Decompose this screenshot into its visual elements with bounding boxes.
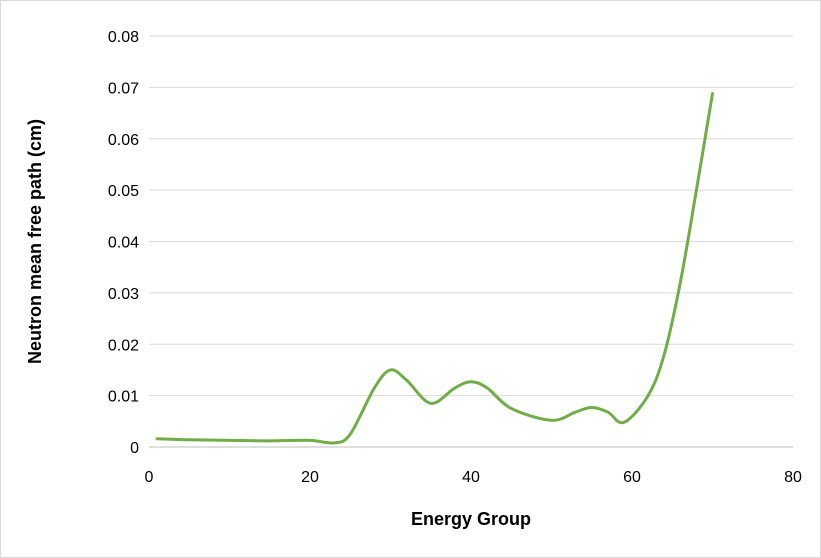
y-tick-label: 0.03 [108,286,139,303]
y-tick-label: 0.04 [108,235,139,252]
tick-labels: 0 0.01 0.02 0.03 0.04 0.05 0.06 0.07 0.08 0 20 40 60… [108,29,802,486]
x-tick-label: 60 [623,469,641,486]
gridlines [149,35,793,397]
y-tick-label: 0.06 [108,132,139,149]
series-line-0 [155,92,714,445]
x-tick-label: 20 [301,469,319,486]
x-axis-title: Energy Group [411,509,531,529]
y-tick-label: 0 [130,440,139,457]
y-tick-label: 0.08 [108,29,139,46]
x-tick-label: 80 [784,469,802,486]
y-tick-label: 0.01 [108,389,139,406]
y-tick-label: 0.02 [108,337,139,354]
y-axis-title: Neutron mean free path (cm) [25,119,45,364]
x-tick-label: 40 [462,469,480,486]
y-tick-label: 0.07 [108,80,139,97]
series-layer [155,92,714,445]
x-tick-label: 0 [145,469,154,486]
y-tick-label: 0.05 [108,183,139,200]
